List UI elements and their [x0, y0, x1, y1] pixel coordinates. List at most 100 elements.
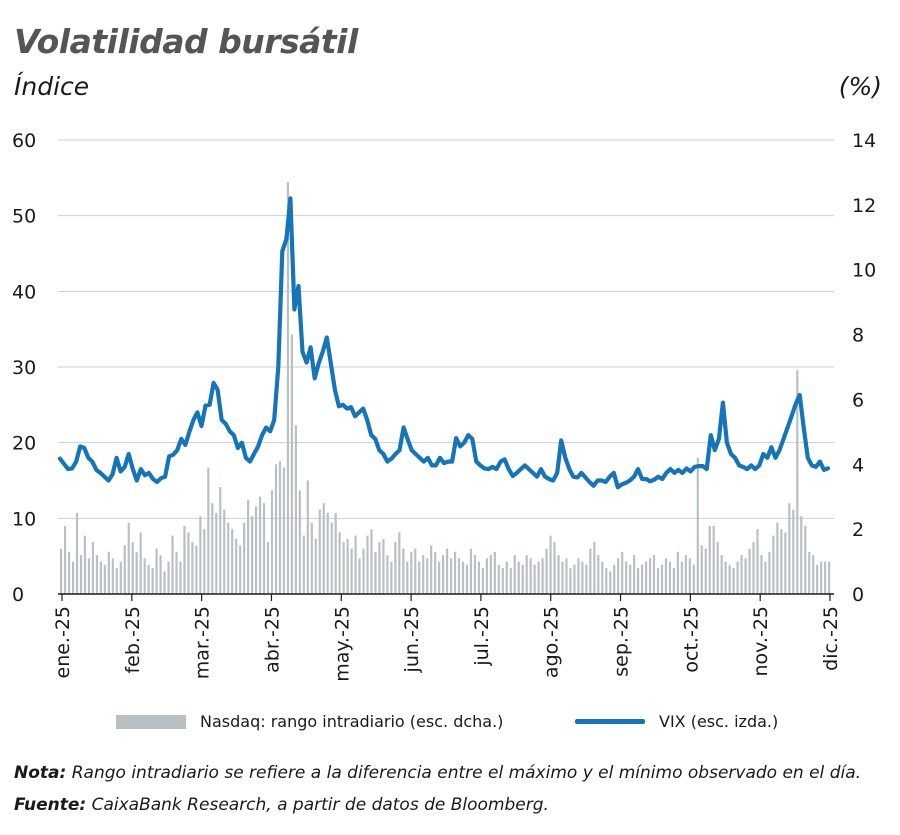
- nasdaq-bar: [159, 555, 162, 594]
- nasdaq-bar: [67, 551, 71, 594]
- nasdaq-bar: [633, 555, 636, 594]
- nasdaq-bar: [617, 558, 620, 594]
- nasdaq-bar: [736, 561, 739, 594]
- left-tick-label: 60: [12, 130, 36, 152]
- nasdaq-bar: [796, 370, 799, 594]
- nasdaq-bar: [147, 564, 150, 594]
- nasdaq-bar: [517, 561, 520, 594]
- nasdaq-bar: [107, 551, 110, 594]
- nasdaq-bar: [812, 555, 815, 594]
- nasdaq-bar: [119, 561, 122, 594]
- nasdaq-bar: [378, 542, 381, 594]
- nasdaq-bar: [366, 535, 369, 594]
- nasdaq-bar: [513, 555, 516, 594]
- source: Fuente: CaixaBank Research, a partir de …: [14, 795, 549, 815]
- left-tick-label: 40: [12, 281, 36, 303]
- nasdaq-bar: [800, 516, 803, 594]
- nasdaq-bar: [151, 568, 154, 594]
- nasdaq-bar: [111, 558, 114, 594]
- left-tick-label: 10: [12, 508, 36, 530]
- nasdaq-bar: [772, 535, 775, 594]
- left-axis-unit: Índice: [14, 72, 90, 101]
- nasdaq-bar: [485, 558, 488, 594]
- nasdaq-bar: [748, 548, 751, 594]
- nasdaq-bar: [422, 555, 425, 594]
- nasdaq-bar: [358, 558, 361, 594]
- nasdaq-bar: [266, 542, 270, 594]
- x-tick-label: oct.-25: [680, 606, 702, 673]
- nasdaq-bar: [135, 551, 138, 594]
- nasdaq-bar: [60, 548, 63, 594]
- right-axis-unit: (%): [838, 72, 882, 101]
- nasdaq-bar: [187, 532, 190, 594]
- nasdaq-bar: [569, 568, 572, 594]
- right-tick-label: 10: [852, 260, 876, 282]
- nasdaq-bar: [696, 457, 699, 594]
- legend-label-nasdaq: Nasdaq: rango intradiario (esc. dcha.): [200, 712, 504, 731]
- nasdaq-bar: [660, 564, 664, 594]
- nasdaq-bar: [334, 512, 337, 594]
- right-tick-label: 8: [852, 325, 864, 347]
- nasdaq-bar: [716, 542, 719, 594]
- nasdaq-bar: [533, 564, 536, 594]
- nasdaq-bar: [211, 503, 214, 594]
- nasdaq-bar: [449, 558, 453, 594]
- nasdaq-bar: [453, 551, 457, 594]
- x-tick-label: sep.-25: [611, 606, 633, 677]
- x-tick-label: abr.-25: [261, 606, 283, 673]
- nasdaq-bar: [684, 555, 687, 594]
- nasdaq-bar: [577, 558, 580, 594]
- nasdaq-bar: [688, 558, 691, 594]
- nasdaq-bar: [656, 568, 660, 594]
- nasdaq-bar: [664, 558, 668, 594]
- nasdaq-bar: [163, 571, 166, 594]
- nasdaq-bar: [493, 551, 496, 594]
- nasdaq-bar: [430, 545, 433, 594]
- right-tick-label: 6: [852, 389, 864, 411]
- nasdaq-bar: [537, 561, 540, 594]
- nasdaq-bar: [640, 564, 644, 594]
- nasdaq-bar: [103, 564, 106, 594]
- nasdaq-bar: [720, 555, 723, 594]
- nasdaq-bar: [390, 561, 393, 594]
- nasdaq-bar: [251, 516, 254, 594]
- nasdaq-bar: [621, 551, 624, 594]
- nasdaq-bar: [545, 548, 548, 594]
- nasdaq-bar: [294, 425, 297, 594]
- nasdaq-bar: [732, 568, 735, 594]
- nasdaq-bar: [509, 568, 512, 594]
- nasdaq-bar: [585, 564, 588, 594]
- nasdaq-bar: [247, 499, 250, 594]
- nasdaq-bar: [481, 568, 485, 594]
- nasdaq-bar: [712, 525, 715, 594]
- x-tick-label: jul.-25: [471, 606, 493, 667]
- nasdaq-bar: [529, 558, 532, 594]
- nasdaq-bar: [505, 561, 508, 594]
- nasdaq-bar: [426, 558, 429, 594]
- x-tick-label: ago.-25: [541, 606, 563, 678]
- nasdaq-bar: [692, 564, 695, 594]
- nasdaq-bar: [637, 568, 640, 594]
- nasdaq-bar: [792, 509, 795, 594]
- nasdaq-bar: [672, 568, 676, 594]
- nasdaq-bar: [63, 525, 67, 594]
- nasdaq-bar: [497, 564, 500, 594]
- x-tick-label: mar.-25: [192, 606, 214, 679]
- nasdaq-bar: [541, 558, 544, 594]
- nasdaq-bar: [438, 561, 441, 594]
- note-text: Rango intradiario se refiere a la difere…: [71, 763, 862, 783]
- x-tick-label: nov.-25: [750, 606, 772, 677]
- nasdaq-bar: [644, 561, 648, 594]
- nasdaq-bar: [648, 558, 652, 594]
- legend-label-vix: VIX (esc. izda.): [659, 712, 779, 731]
- nasdaq-bar: [330, 522, 333, 594]
- left-tick-label: 30: [12, 357, 36, 379]
- legend-item-nasdaq: Nasdaq: rango intradiario (esc. dcha.): [116, 712, 503, 731]
- nasdaq-bar: [446, 548, 449, 594]
- nasdaq-bar: [155, 548, 158, 594]
- nasdaq-bar: [258, 496, 262, 594]
- nasdaq-bar: [223, 509, 226, 594]
- nasdaq-bar: [609, 571, 612, 594]
- nasdaq-bar: [410, 551, 413, 594]
- nasdaq-bar: [804, 525, 807, 594]
